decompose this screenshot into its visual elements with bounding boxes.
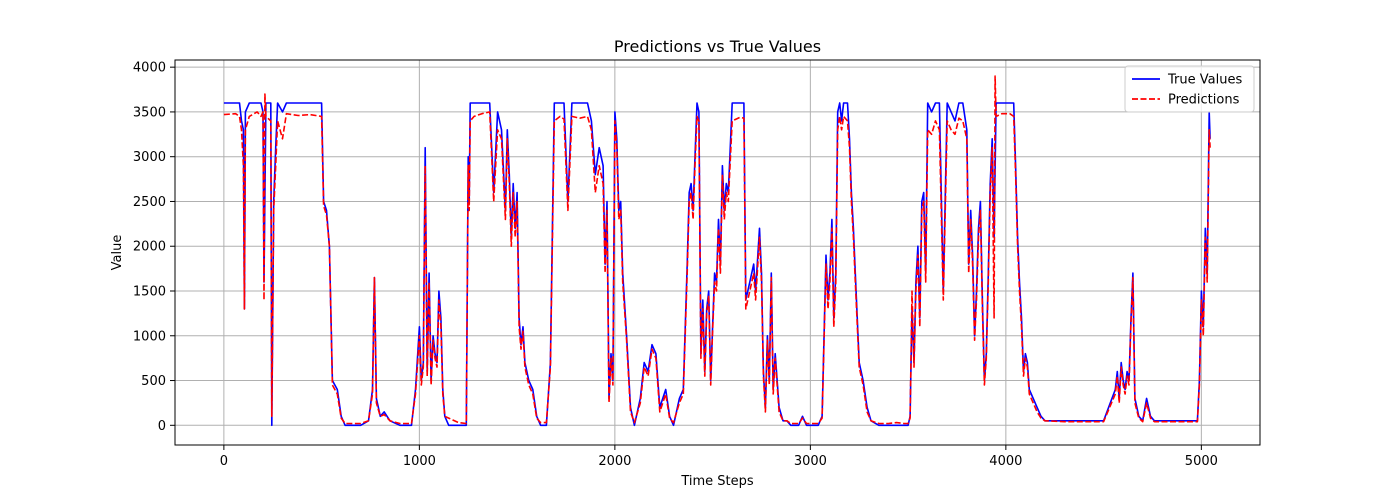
legend-box <box>1124 65 1255 113</box>
y-tick-label: 2500 <box>133 195 166 210</box>
x-tick-label: 5000 <box>1185 454 1218 469</box>
x-tick-label: 1000 <box>403 454 436 469</box>
x-tick-label: 0 <box>220 454 228 469</box>
plot-area-frame <box>174 59 1261 446</box>
y-tick-label: 1500 <box>133 285 166 300</box>
series-layer <box>223 75 1211 427</box>
y-axis-label: Value <box>110 235 125 271</box>
axis-ticks: 0 1000 2000 3000 4000 5000 0 500 1000 1500 2000 250… <box>133 61 1218 469</box>
series-line-predictions <box>223 75 1211 425</box>
y-tick-label: 2000 <box>133 240 166 255</box>
y-tick-label: 3500 <box>133 105 166 120</box>
y-tick-label: 500 <box>141 374 166 389</box>
x-tick-label: 2000 <box>598 454 631 469</box>
y-tick-label: 0 <box>158 419 166 434</box>
y-tick-label: 1000 <box>133 329 166 344</box>
legend: True Values Predictions <box>1124 65 1255 113</box>
legend-label-predictions: Predictions <box>1168 93 1240 108</box>
x-tick-label: 4000 <box>989 454 1022 469</box>
y-tick-label: 3000 <box>133 150 166 165</box>
chart-title: Predictions vs True Values <box>614 37 821 56</box>
legend-label-true-values: True Values <box>1167 73 1242 88</box>
x-tick-label: 3000 <box>794 454 827 469</box>
x-axis-label: Time Steps <box>680 474 754 489</box>
y-tick-label: 4000 <box>133 61 166 76</box>
